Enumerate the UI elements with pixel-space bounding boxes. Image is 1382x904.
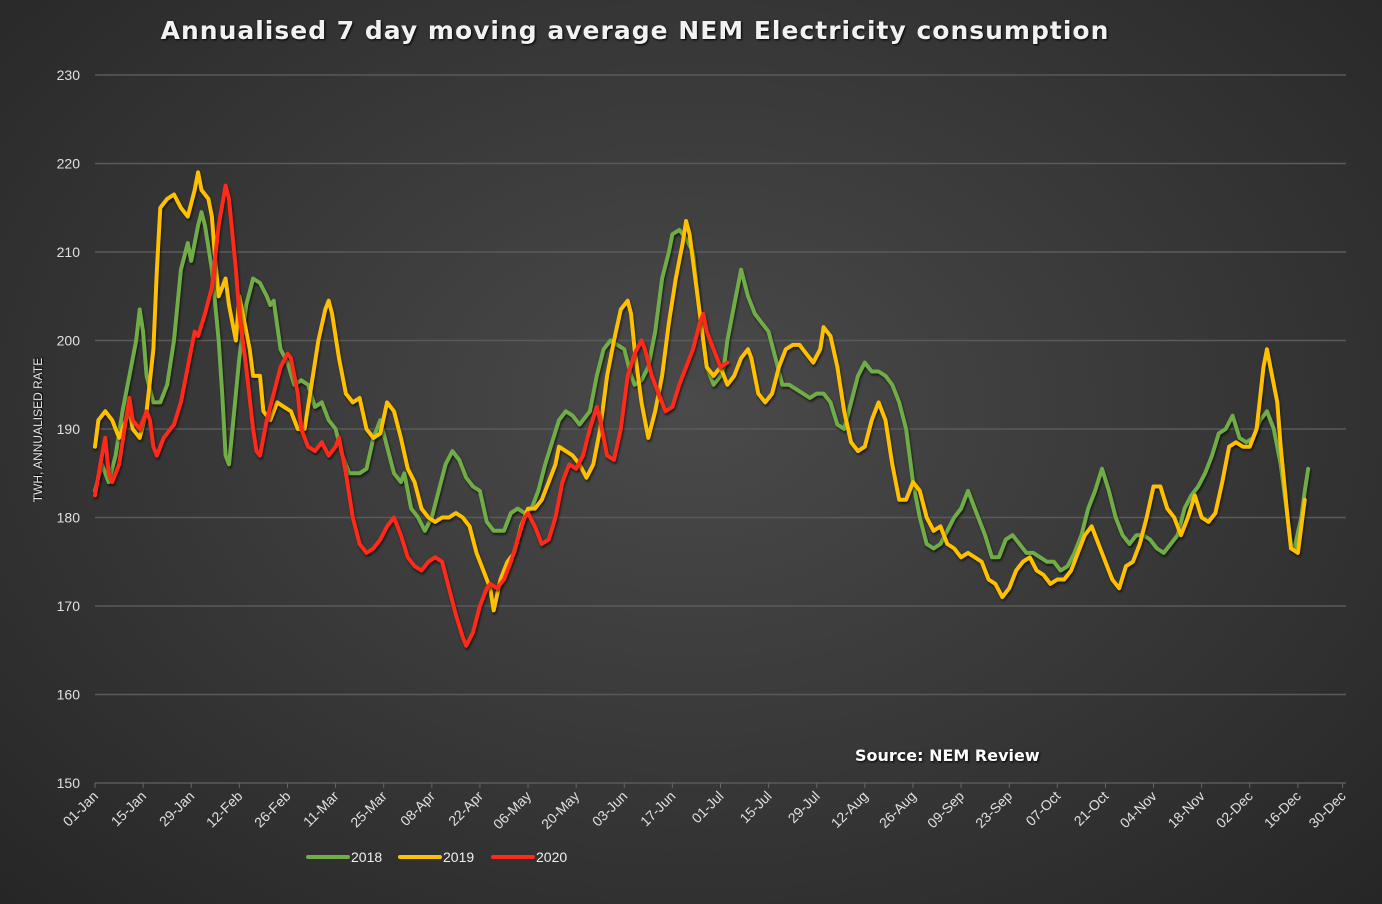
x-tick-label: 01-Jan bbox=[60, 788, 102, 830]
y-tick-label: 210 bbox=[57, 244, 81, 260]
x-tick-label: 30-Dec bbox=[1305, 788, 1348, 831]
x-tick-label: 26-Feb bbox=[251, 788, 294, 831]
x-axis-ticks: 01-Jan 15-Jan 29-Jan 12-Feb 26-Feb 11-Mar 25-M… bbox=[60, 783, 1349, 832]
x-tick-label: 22-Apr bbox=[445, 788, 486, 829]
legend: 2018 2019 2020 bbox=[306, 849, 567, 865]
x-tick-label: 29-Jan bbox=[156, 788, 198, 830]
x-tick-label: 16-Dec bbox=[1261, 788, 1304, 831]
x-tick-label: 08-Apr bbox=[397, 788, 438, 829]
series-line-2019 bbox=[93, 170, 1307, 613]
x-tick-label: 29-Jul bbox=[785, 788, 823, 826]
x-tick-label: 25-Mar bbox=[347, 788, 390, 831]
x-tick-label: 15-Jul bbox=[736, 788, 774, 826]
y-tick-label: 230 bbox=[57, 67, 81, 83]
x-tick-label: 11-Mar bbox=[300, 788, 342, 830]
x-tick-label: 06-May bbox=[490, 788, 534, 832]
x-tick-label: 09-Sep bbox=[924, 788, 967, 831]
x-tick-label: 26-Aug bbox=[876, 788, 919, 831]
x-tick-label: 07-Oct bbox=[1022, 788, 1063, 829]
x-tick-label: 18-Nov bbox=[1165, 788, 1208, 831]
x-tick-label: 04-Nov bbox=[1116, 788, 1159, 831]
x-tick-label: 15-Jan bbox=[108, 788, 150, 830]
x-tick-label: 12-Aug bbox=[828, 788, 871, 831]
legend-label-2019: 2019 bbox=[443, 849, 474, 865]
legend-label-2020: 2020 bbox=[536, 849, 567, 865]
y-tick-label: 150 bbox=[57, 775, 81, 791]
series-lines bbox=[93, 170, 1311, 648]
x-tick-label: 20-May bbox=[538, 788, 582, 832]
series-line-2020 bbox=[93, 183, 730, 648]
x-tick-label: 12-Feb bbox=[203, 788, 246, 831]
x-tick-label: 23-Sep bbox=[972, 788, 1015, 831]
x-tick-label: 02-Dec bbox=[1213, 788, 1256, 831]
x-tick-label: 21-Oct bbox=[1071, 788, 1112, 829]
legend-label-2018: 2018 bbox=[351, 849, 382, 865]
y-tick-label: 180 bbox=[57, 510, 81, 526]
x-tick-label: 03-Jun bbox=[589, 788, 631, 830]
chart-title: Annualised 7 day moving average NEM Elec… bbox=[160, 16, 1110, 45]
source-annotation: Source: NEM Review bbox=[855, 746, 1040, 765]
y-tick-label: 190 bbox=[57, 421, 81, 437]
x-tick-label: 01-Jul bbox=[688, 788, 726, 826]
y-tick-label: 220 bbox=[57, 156, 81, 172]
y-axis-ticks: 150 160 170 180 190 200 210 220 230 bbox=[57, 67, 81, 791]
x-tick-label: 17-Jun bbox=[637, 788, 679, 830]
y-tick-label: 170 bbox=[57, 598, 81, 614]
y-tick-label: 200 bbox=[57, 333, 81, 349]
y-tick-label: 160 bbox=[57, 687, 81, 703]
grid-lines bbox=[95, 74, 1346, 784]
